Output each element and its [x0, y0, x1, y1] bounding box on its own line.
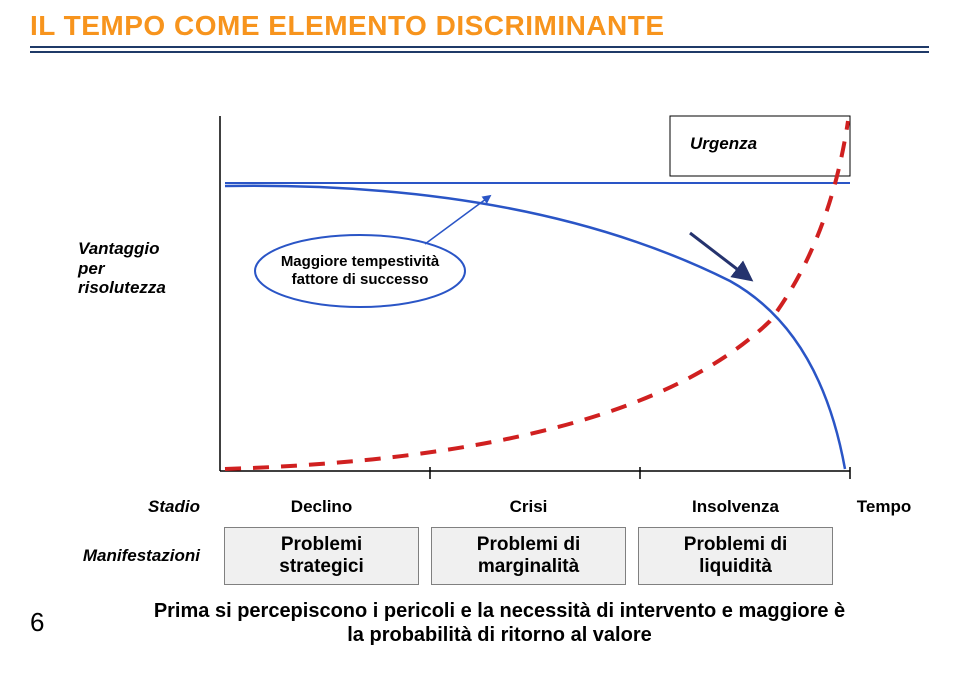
- box-cell-0: Problemistrategici: [224, 527, 419, 585]
- vantaggio-line2: per: [78, 259, 104, 278]
- stage-cell-2: Insolvenza: [632, 497, 839, 517]
- page-number: 6: [30, 607, 70, 638]
- box-cell-1: Problemi dimarginalità: [431, 527, 626, 585]
- manifestazioni-head: Manifestazioni: [30, 546, 218, 566]
- footer-row: 6 Prima si percepiscono i pericoli e la …: [30, 599, 929, 647]
- stadio-row: Stadio Declino Crisi Insolvenza Tempo: [30, 497, 929, 517]
- title-rules: [30, 46, 929, 53]
- chart-area: Urgenza Vantaggio per risolutezza Maggio…: [30, 61, 929, 491]
- ellipse-line2: fattore di successo: [292, 271, 429, 288]
- stadio-head: Stadio: [30, 497, 218, 517]
- box-0-text: Problemistrategici: [279, 534, 363, 577]
- vantaggio-line3: risolutezza: [78, 278, 166, 297]
- box-cell-2: Problemi diliquidità: [638, 527, 833, 585]
- slide-title: IL TEMPO COME ELEMENTO DISCRIMINANTE: [30, 10, 929, 42]
- ellipse-arrow: [425, 196, 490, 244]
- slide-page: IL TEMPO COME ELEMENTO DISCRIMINANTE: [0, 0, 959, 684]
- stage-cell-0: Declino: [218, 497, 425, 517]
- tempo-label: Tempo: [839, 497, 929, 517]
- footer-line1: Prima si percepiscono i pericoli e la ne…: [154, 600, 845, 622]
- footer-text: Prima si percepiscono i pericoli e la ne…: [70, 599, 929, 647]
- box-1-text: Problemi dimarginalità: [477, 534, 580, 577]
- blue-curve: [225, 186, 845, 469]
- ellipse-line1: Maggiore tempestività: [281, 253, 439, 270]
- stage-cell-1: Crisi: [425, 497, 632, 517]
- ellipse-text: Maggiore tempestività fattore di success…: [265, 253, 455, 289]
- vantaggio-label: Vantaggio per risolutezza: [78, 239, 166, 298]
- vantaggio-line1: Vantaggio: [78, 239, 160, 258]
- stage-table: Stadio Declino Crisi Insolvenza Tempo Ma…: [30, 497, 929, 585]
- manifestazioni-row: Manifestazioni Problemistrategici Proble…: [30, 527, 929, 585]
- footer-line2: la probabilità di ritorno al valore: [347, 624, 652, 646]
- urgenza-label: Urgenza: [690, 134, 757, 154]
- navy-arrow: [690, 233, 750, 279]
- box-2-text: Problemi diliquidità: [684, 534, 787, 577]
- x-axis-ticks: [430, 467, 850, 479]
